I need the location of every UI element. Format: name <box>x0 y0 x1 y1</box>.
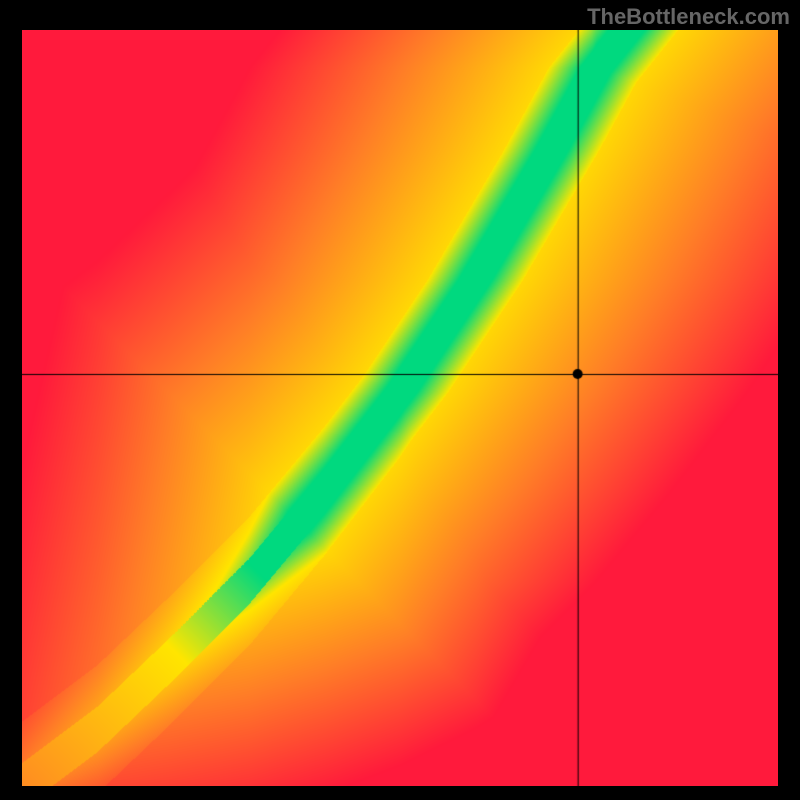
watermark-text: TheBottleneck.com <box>587 4 790 30</box>
chart-container: TheBottleneck.com <box>0 0 800 800</box>
bottleneck-heatmap <box>22 30 778 786</box>
